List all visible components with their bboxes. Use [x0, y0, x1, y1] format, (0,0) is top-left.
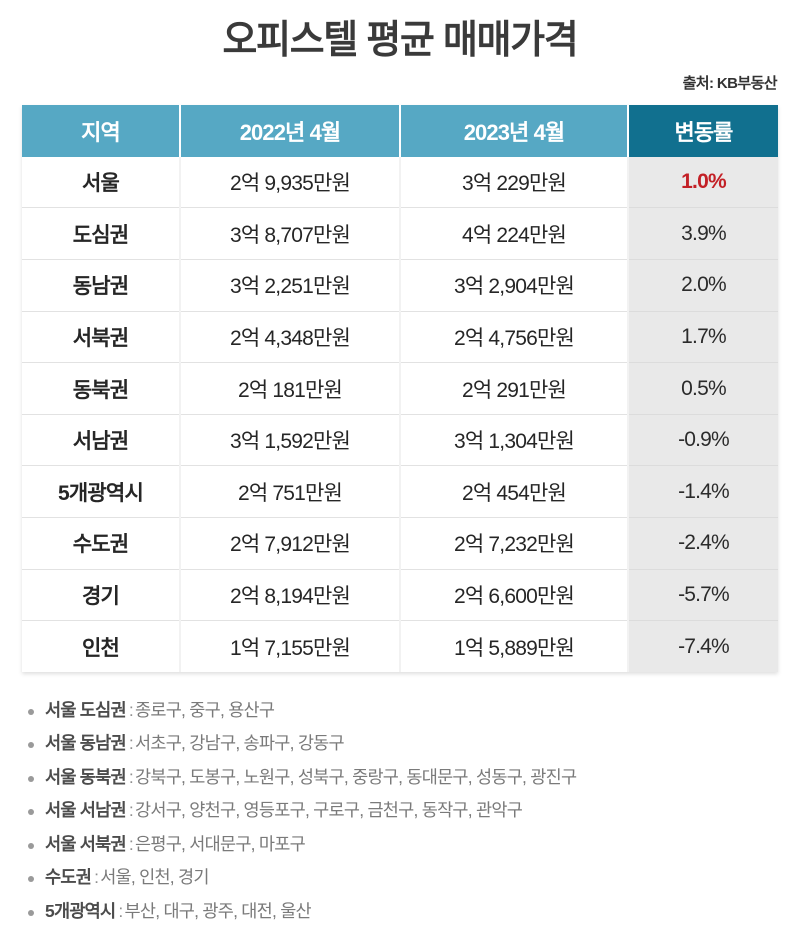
cell-change-rate: 2.0%: [628, 259, 778, 312]
table-row: 서울 2억 9,935만원 3억 229만원 1.0%: [22, 156, 778, 209]
cell-price-2022: 2억 8,194만원: [180, 569, 401, 622]
header-row: 지역 2022년 4월 2023년 4월 변동률: [22, 104, 778, 157]
footnote-value: 은평구, 서대문구, 마포구: [135, 833, 306, 854]
cell-price-2022: 3억 1,592만원: [180, 414, 401, 467]
table-body: 서울 2억 9,935만원 3억 229만원 1.0% 도심권 3억 8,707만원 4억 …: [22, 156, 778, 672]
footnote-separator: :: [128, 833, 134, 854]
footnote-separator: :: [118, 900, 123, 921]
bullet-icon: [28, 708, 34, 715]
column-header-2023: 2023년 4월: [400, 104, 629, 157]
cell-price-2022: 1억 7,155만원: [180, 620, 401, 672]
column-header-region: 지역: [22, 104, 181, 157]
page-title: 오피스텔 평균 매매가격: [222, 19, 578, 62]
table-row: 동북권 2억 181만원 2억 291만원 0.5%: [22, 362, 778, 415]
cell-price-2023: 2억 7,232만원: [400, 517, 629, 570]
cell-region: 동북권: [22, 362, 181, 415]
cell-price-2023: 3억 1,304만원: [400, 414, 629, 467]
price-table: 지역 2022년 4월 2023년 4월 변동률 서울 2억 9,935만원 3억 …: [22, 104, 778, 672]
footnote-separator: :: [128, 800, 134, 821]
cell-price-2023: 2억 454만원: [400, 465, 629, 519]
cell-change-rate: 1.0%: [628, 156, 778, 209]
bullet-icon: [28, 842, 34, 849]
footnote-value: 종로구, 중구, 용산구: [135, 699, 275, 720]
cell-price-2023: 2억 6,600만원: [400, 569, 629, 622]
cell-price-2023: 4억 224만원: [400, 207, 629, 261]
cell-region: 인천: [22, 620, 181, 672]
footnote-separator: :: [128, 699, 134, 720]
cell-price-2023: 1억 5,889만원: [400, 620, 629, 672]
cell-change-rate: -7.4%: [628, 620, 778, 672]
cell-region: 서남권: [22, 414, 181, 467]
table-row: 서남권 3억 1,592만원 3억 1,304만원 -0.9%: [22, 414, 778, 467]
footnote-item: 수도권: 서울, 인천, 경기: [28, 869, 800, 887]
cell-change-rate: 1.7%: [628, 311, 778, 364]
title-block: 오피스텔 평균 매매가격: [0, 0, 800, 63]
footnote-item: 서울 서북권: 은평구, 서대문구, 마포구: [28, 833, 800, 854]
footnote-label: 수도권: [45, 867, 92, 888]
cell-price-2022: 2억 181만원: [180, 362, 401, 415]
cell-change-rate: 3.9%: [628, 207, 778, 261]
footnote-label: 서울 동남권: [45, 733, 127, 754]
bullet-icon: [28, 775, 34, 782]
cell-change-rate: 0.5%: [628, 362, 778, 415]
bullet-icon: [28, 742, 34, 749]
cell-region: 도심권: [22, 207, 181, 261]
source-label: 출처: KB부동산: [682, 74, 778, 92]
cell-price-2023: 3억 2,904만원: [400, 259, 629, 312]
footnote-label: 서울 서북권: [45, 833, 127, 854]
footnote-value: 강서구, 양천구, 영등포구, 구로구, 금천구, 동작구, 관악구: [135, 800, 523, 821]
footnote-value: 서울, 인천, 경기: [100, 867, 209, 888]
cell-price-2022: 3억 8,707만원: [180, 207, 401, 261]
cell-price-2023: 2억 291만원: [400, 362, 629, 415]
bullet-icon: [28, 876, 34, 883]
footnote-label: 서울 동북권: [45, 766, 127, 787]
table-row: 인천 1억 7,155만원 1억 5,889만원 -7.4%: [22, 620, 778, 672]
cell-region: 수도권: [22, 517, 181, 570]
cell-change-rate: -5.7%: [628, 569, 778, 622]
footnote-item: 서울 서남권: 강서구, 양천구, 영등포구, 구로구, 금천구, 동작구, 관악…: [28, 802, 800, 820]
cell-price-2022: 2억 9,935만원: [180, 156, 401, 209]
table-row: 경기 2억 8,194만원 2억 6,600만원 -5.7%: [22, 569, 778, 622]
footnote-item: 서울 동남권: 서초구, 강남구, 송파구, 강동구: [28, 735, 800, 753]
column-header-rate: 변동률: [628, 104, 778, 157]
cell-region: 동남권: [22, 259, 181, 312]
footnote-label: 서울 도심권: [45, 699, 127, 720]
column-header-2022: 2022년 4월: [180, 104, 401, 157]
cell-price-2023: 3억 229만원: [400, 156, 629, 209]
cell-price-2022: 2억 4,348만원: [180, 311, 401, 364]
footnote-value: 부산, 대구, 광주, 대전, 울산: [124, 900, 312, 921]
footnote-item: 서울 동북권: 강북구, 도봉구, 노원구, 성북구, 중랑구, 동대문구, 성동…: [28, 766, 800, 787]
bullet-icon: [28, 809, 34, 816]
cell-price-2022: 2억 751만원: [180, 465, 401, 519]
footnote-separator: :: [128, 733, 134, 754]
table-header: 지역 2022년 4월 2023년 4월 변동률: [22, 104, 778, 157]
table-row: 수도권 2억 7,912만원 2억 7,232만원 -2.4%: [22, 517, 778, 570]
table-row: 동남권 3억 2,251만원 3억 2,904만원 2.0%: [22, 259, 778, 312]
table-row: 서북권 2억 4,348만원 2억 4,756만원 1.7%: [22, 311, 778, 364]
cell-price-2022: 2억 7,912만원: [180, 517, 401, 570]
cell-region: 서울: [22, 156, 181, 209]
cell-region: 경기: [22, 569, 181, 622]
price-table-container: 지역 2022년 4월 2023년 4월 변동률 서울 2억 9,935만원 3억 …: [22, 104, 778, 672]
table-row: 도심권 3억 8,707만원 4억 224만원 3.9%: [22, 207, 778, 261]
footnote-separator: :: [128, 766, 134, 787]
cell-region: 5개광역시: [22, 465, 181, 519]
footnote-separator: :: [94, 867, 99, 888]
cell-region: 서북권: [22, 311, 181, 364]
cell-price-2023: 2억 4,756만원: [400, 311, 629, 364]
footnote-list: 서울 도심권: 종로구, 중구, 용산구 서울 동남권: 서초구, 강남구, 송파구,…: [0, 699, 800, 921]
footnote-value: 서초구, 강남구, 송파구, 강동구: [135, 733, 345, 754]
cell-change-rate: -2.4%: [628, 517, 778, 570]
cell-change-rate: -0.9%: [628, 414, 778, 467]
footnote-label: 서울 서남권: [45, 800, 127, 821]
cell-change-rate: -1.4%: [628, 465, 778, 519]
cell-price-2022: 3억 2,251만원: [180, 259, 401, 312]
footnote-item: 서울 도심권: 종로구, 중구, 용산구: [28, 699, 800, 720]
bullet-icon: [28, 909, 34, 916]
footnote-value: 강북구, 도봉구, 노원구, 성북구, 중랑구, 동대문구, 성동구, 광진구: [135, 766, 577, 787]
table-row: 5개광역시 2억 751만원 2억 454만원 -1.4%: [22, 465, 778, 519]
footnote-label: 5개광역시: [45, 900, 116, 921]
footnote-item: 5개광역시: 부산, 대구, 광주, 대전, 울산: [28, 900, 800, 921]
